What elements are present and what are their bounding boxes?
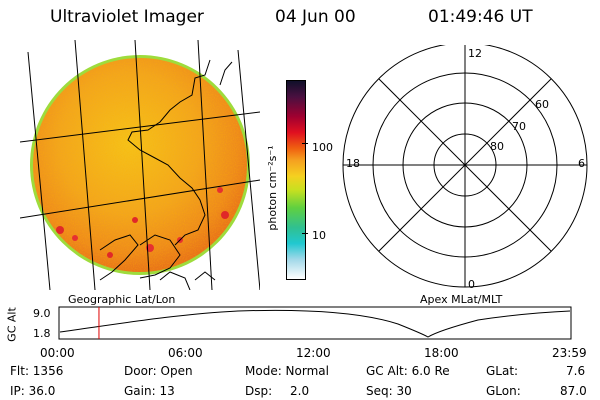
timeline-x-tick: 12:00	[296, 346, 331, 360]
timeline-x-tick: 00:00	[40, 346, 75, 360]
ip-value: IP: 36.0	[10, 384, 56, 398]
colorbar-tick-10: 10	[312, 229, 326, 242]
gc-alt-value: GC Alt: 6.0 Re	[366, 364, 450, 378]
mode-value: Mode: Normal	[245, 364, 329, 378]
sequence-value: Seq: 30	[366, 384, 412, 398]
mlat-label-60: 60	[535, 98, 549, 111]
apex-polar-plot	[342, 45, 588, 288]
glat-label: GLat:	[486, 364, 519, 378]
timeline-x-tick: 18:00	[424, 346, 459, 360]
timeline-x-tick: 06:00	[168, 346, 203, 360]
mlt-label-18: 18	[346, 157, 360, 170]
date-label: 04 Jun 00	[275, 7, 356, 27]
apex-panel-label: Apex MLat/MLT	[420, 293, 503, 306]
dsp-value: 2.0	[290, 384, 310, 398]
glat-value: 7.6	[566, 364, 586, 378]
timeline-x-tick: 23:59	[552, 346, 587, 360]
glon-label: GLon:	[486, 384, 521, 398]
coastlines	[99, 59, 233, 290]
timeline-y-tick-bottom: 1.8	[33, 327, 51, 340]
colorbar-tick-mark	[302, 143, 308, 144]
timeline-ylabel: GC Alt	[5, 307, 19, 342]
mlt-label-12: 12	[468, 47, 482, 60]
geographic-grid	[20, 40, 260, 290]
timeline-y-tick-top: 9.0	[33, 307, 51, 320]
flight-number: Flt: 1356	[10, 364, 64, 378]
glon-value: 87.0	[560, 384, 587, 398]
altitude-curve	[59, 309, 571, 338]
dsp-label: Dsp:	[245, 384, 273, 398]
earth-disk	[30, 55, 250, 275]
gain-value: Gain: 13	[124, 384, 175, 398]
color-scale-bar	[286, 80, 306, 280]
altitude-timeline	[58, 306, 572, 340]
mlat-label-70: 70	[512, 120, 526, 133]
geographic-panel-label: Geographic Lat/Lon	[68, 293, 176, 306]
mlat-label-80: 80	[490, 140, 504, 153]
geographic-image-panel	[20, 40, 260, 290]
instrument-title: Ultraviolet Imager	[50, 7, 204, 27]
mlt-label-6: 6	[578, 157, 585, 170]
door-status: Door: Open	[124, 364, 193, 378]
timeline-frame	[58, 306, 572, 340]
time-label: 01:49:46 UT	[428, 7, 533, 27]
polar-diagonal	[378, 78, 552, 252]
colorbar-tick-100: 100	[312, 141, 333, 154]
colorbar-tick-mark	[302, 233, 308, 234]
colorbar-unit-label: photon cm⁻²s⁻¹	[266, 145, 279, 231]
mlt-label-0: 0	[468, 278, 475, 291]
